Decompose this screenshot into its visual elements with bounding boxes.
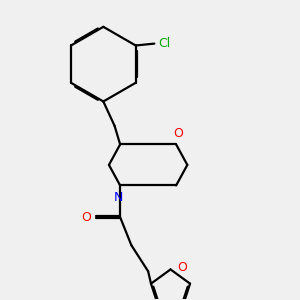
Text: O: O <box>177 261 187 274</box>
Text: O: O <box>173 127 183 140</box>
Text: Cl: Cl <box>158 37 170 50</box>
Text: N: N <box>114 191 123 204</box>
Text: O: O <box>82 211 92 224</box>
